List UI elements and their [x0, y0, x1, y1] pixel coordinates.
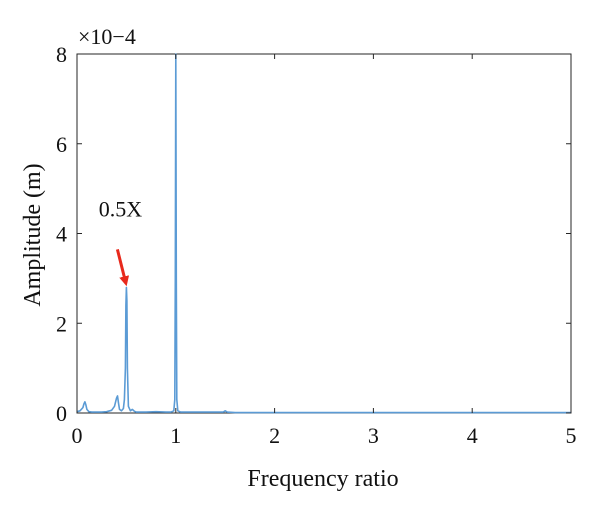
plot-area: [76, 53, 572, 414]
y-tick-label: 4: [56, 222, 67, 247]
axes-box: [76, 53, 572, 414]
y-tick-label: 0: [56, 401, 67, 426]
x-axis-title: Frequency ratio: [247, 466, 398, 492]
peak-annotation-label: 0.5X: [99, 196, 143, 221]
y-tick-label: 6: [56, 132, 67, 157]
x-tick-label: 2: [269, 423, 280, 448]
annotation-layer: 0.5X: [99, 196, 143, 287]
peak-annotation-arrow: [115, 248, 130, 287]
series-layer: [76, 53, 571, 414]
x-tick-label: 4: [467, 423, 478, 448]
x-tick-label: 5: [566, 423, 577, 448]
x-tick-label: 1: [170, 423, 181, 448]
x-tick-label: 0: [72, 423, 83, 448]
y-axis-title: Amplitude (m): [20, 163, 46, 306]
y-axis-multiplier: ×10−4: [78, 24, 136, 49]
x-axis-ticks: 0 1 2 3 4 5: [72, 54, 577, 448]
y-tick-label: 8: [56, 42, 67, 67]
y-tick-label: 2: [56, 311, 67, 336]
y-axis-ticks: 0 2 4 6 8: [56, 42, 571, 426]
spectrum-line: [76, 53, 571, 414]
x-tick-label: 3: [368, 423, 379, 448]
